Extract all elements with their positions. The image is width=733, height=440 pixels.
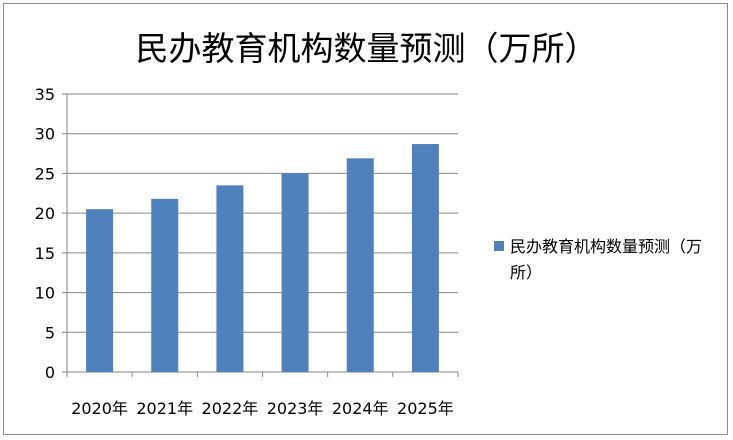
x-tick-label: 2025年 [397,399,454,418]
y-tick-label: 0 [45,363,55,382]
y-tick-label: 10 [35,284,55,303]
x-tick-label: 2024年 [332,399,389,418]
bar [86,209,114,372]
bar [346,158,374,372]
bar [216,185,244,372]
bar [151,198,179,372]
y-tick-label: 35 [35,85,55,104]
chart-title: 民办教育机构数量预测（万所） [135,29,598,68]
bar [411,144,439,372]
x-tick-label: 2022年 [202,399,259,418]
x-tick-label: 2020年 [71,399,128,418]
x-tick-label: 2021年 [136,399,193,418]
x-tick-label: 2023年 [267,399,324,418]
plot-area: 0 5 10 15 20 25 30 35 2020年 2021年 2022年 2023年 2024年 2… [35,85,459,418]
y-tick-label: 30 [35,125,55,144]
y-tick-label: 20 [35,204,55,223]
legend-swatch [494,241,504,251]
y-tick-label: 5 [45,323,55,342]
chart-frame: 民办教育机构数量预测（万所） 0 5 10 15 20 25 30 35 2020年 2021年 2… [3,3,728,435]
bar [281,173,309,372]
legend-label: 民办教育机构数量预测（万所） [510,237,703,282]
y-tick-label: 25 [35,164,55,183]
y-tick-label: 15 [35,244,55,263]
